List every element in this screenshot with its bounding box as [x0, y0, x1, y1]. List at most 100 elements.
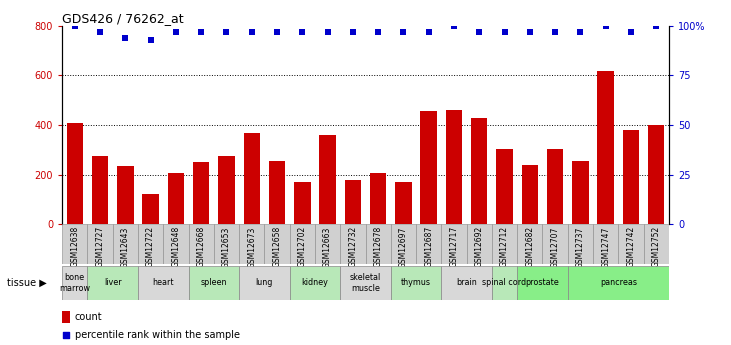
Bar — [643, 224, 669, 264]
Point — [372, 29, 384, 34]
Bar — [289, 266, 340, 300]
Bar — [239, 224, 265, 264]
Bar — [163, 224, 189, 264]
Point — [170, 29, 182, 34]
Text: GSM12687: GSM12687 — [424, 226, 433, 267]
Point — [347, 29, 359, 34]
Point — [195, 29, 207, 34]
Point — [246, 29, 257, 34]
Text: tissue ▶: tissue ▶ — [7, 278, 47, 288]
Point — [398, 29, 409, 34]
Bar — [442, 224, 466, 264]
Bar — [344, 180, 361, 224]
Bar — [62, 310, 70, 323]
Point — [275, 265, 287, 270]
Bar — [518, 266, 568, 300]
Bar — [138, 266, 189, 300]
Bar — [420, 111, 437, 224]
Bar — [623, 130, 639, 224]
Bar — [219, 156, 235, 224]
Text: GSM12712: GSM12712 — [500, 226, 509, 267]
Bar — [67, 122, 83, 224]
Bar — [117, 166, 134, 224]
Bar — [492, 266, 518, 300]
Text: GSM12638: GSM12638 — [70, 226, 79, 267]
Bar — [391, 224, 416, 264]
Bar — [193, 162, 209, 224]
Bar — [648, 125, 664, 224]
Point — [499, 29, 510, 34]
Bar — [269, 161, 285, 224]
Bar — [62, 224, 88, 264]
Bar — [593, 224, 618, 264]
Point — [423, 29, 434, 34]
Bar — [243, 132, 260, 224]
Text: GSM12747: GSM12747 — [601, 226, 610, 268]
Point — [94, 29, 106, 34]
Text: count: count — [75, 312, 102, 322]
Text: prostate: prostate — [526, 278, 559, 287]
Text: GSM12653: GSM12653 — [222, 226, 231, 268]
Text: thymus: thymus — [401, 278, 431, 287]
Bar — [492, 224, 518, 264]
Bar — [265, 224, 289, 264]
Point — [221, 29, 232, 34]
Bar — [471, 118, 488, 224]
Bar — [315, 224, 340, 264]
Text: percentile rank within the sample: percentile rank within the sample — [75, 331, 240, 340]
Bar — [416, 224, 442, 264]
Bar — [597, 70, 614, 224]
Text: GDS426 / 76262_at: GDS426 / 76262_at — [62, 12, 183, 25]
Text: GSM12678: GSM12678 — [374, 226, 382, 267]
Bar — [189, 224, 213, 264]
Bar — [547, 149, 564, 224]
Bar — [391, 266, 442, 300]
Bar — [366, 224, 391, 264]
Bar — [542, 224, 568, 264]
Bar — [572, 161, 588, 224]
Text: skeletal
muscle: skeletal muscle — [350, 273, 381, 293]
Text: brain: brain — [456, 278, 477, 287]
Bar — [568, 266, 669, 300]
Text: GSM12673: GSM12673 — [247, 226, 257, 268]
Bar — [113, 224, 138, 264]
Bar — [340, 224, 366, 264]
Text: GSM12722: GSM12722 — [146, 226, 155, 267]
Bar — [340, 266, 391, 300]
Text: GSM12707: GSM12707 — [550, 226, 560, 268]
Text: GSM12727: GSM12727 — [96, 226, 105, 267]
Text: GSM12643: GSM12643 — [121, 226, 130, 268]
Point — [297, 29, 308, 34]
Text: spleen: spleen — [200, 278, 227, 287]
Text: GSM12668: GSM12668 — [197, 226, 205, 267]
Bar — [522, 165, 538, 224]
Bar — [466, 224, 492, 264]
Text: GSM12742: GSM12742 — [626, 226, 635, 267]
Bar — [442, 266, 492, 300]
Text: GSM12717: GSM12717 — [450, 226, 458, 267]
Bar — [618, 224, 643, 264]
Bar — [88, 224, 113, 264]
Text: bone
marrow: bone marrow — [59, 273, 90, 293]
Point — [448, 23, 460, 29]
Point — [651, 23, 662, 29]
Bar — [239, 266, 289, 300]
Point — [271, 29, 283, 34]
Text: GSM12692: GSM12692 — [474, 226, 484, 267]
Bar — [446, 110, 462, 224]
Bar — [213, 224, 239, 264]
Text: lung: lung — [256, 278, 273, 287]
Text: GSM12697: GSM12697 — [399, 226, 408, 268]
Bar — [189, 266, 239, 300]
Text: GSM12658: GSM12658 — [273, 226, 281, 267]
Bar — [143, 195, 159, 224]
Text: kidney: kidney — [301, 278, 328, 287]
Point — [600, 23, 612, 29]
Bar — [289, 224, 315, 264]
Bar — [62, 266, 88, 300]
Point — [322, 29, 333, 34]
Point — [625, 29, 637, 34]
Point — [474, 29, 485, 34]
Bar — [496, 149, 512, 224]
Text: liver: liver — [104, 278, 121, 287]
